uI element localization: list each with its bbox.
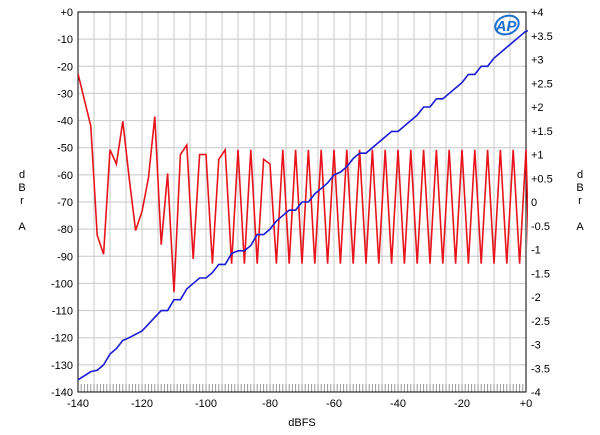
minor-ticks: [77, 384, 527, 392]
y-left-axis-label-letter: B: [18, 182, 25, 194]
y-left-tick-label: -60: [57, 170, 73, 182]
y-right-axis-label: dBr A: [576, 169, 584, 233]
y-right-tick-label: +1.5: [531, 126, 553, 138]
ap-logo-swoosh: [494, 14, 520, 36]
y-right-tick-label: +2.5: [531, 78, 553, 90]
y-right-tick-label: -1.5: [531, 268, 550, 280]
y-right-tick-label: -2: [531, 292, 541, 304]
x-tick-label: -80: [262, 398, 278, 410]
series-line-red: [78, 73, 528, 293]
y-right-axis-tick-labels: +4 +3.5 +3 +2.5 +2 +1.5 +1 +0.5 0 -0.5 -1 -1.5 -2 -2.…: [531, 7, 553, 399]
x-tick-label: +0: [520, 398, 533, 410]
x-tick-label: -60: [326, 398, 342, 410]
y-right-tick-label: -3.5: [531, 363, 550, 375]
y-left-axis-label: dBr A: [18, 169, 26, 233]
y-left-tick-label: -10: [57, 34, 73, 46]
y-right-tick-label: -4: [531, 387, 541, 399]
y-left-tick-label: -30: [57, 88, 73, 100]
x-axis-label: dBFS: [288, 417, 316, 429]
y-left-tick-label: -20: [57, 61, 73, 73]
y-left-tick-label: +0: [60, 7, 73, 19]
x-axis-tick-labels: -140 -120 -100 -80 -60 -40 -20 +0: [67, 398, 532, 410]
series-layer: [78, 30, 528, 381]
y-left-tick-label: -70: [57, 197, 73, 209]
y-left-tick-label: -100: [51, 278, 73, 290]
ap-logo: AP: [494, 14, 520, 36]
x-tick-label: -20: [454, 398, 470, 410]
y-right-tick-label: +1: [531, 150, 544, 162]
y-left-tick-label: -80: [57, 224, 73, 236]
x-tick-label: -140: [67, 398, 89, 410]
y-right-tick-label: +0.5: [531, 173, 553, 185]
y-right-tick-label: -2.5: [531, 316, 550, 328]
y-right-tick-label: +3.5: [531, 31, 553, 43]
x-tick-label: -120: [131, 398, 153, 410]
y-right-axis-label-letter: B: [576, 182, 583, 194]
y-left-axis-label-letter: r: [20, 195, 24, 207]
y-right-axis-label-letter: r: [578, 195, 582, 207]
y-right-tick-label: -0.5: [531, 221, 550, 233]
y-left-axis-label-letter: A: [18, 221, 26, 233]
y-right-axis-label-letter: A: [576, 221, 584, 233]
y-left-tick-label: -90: [57, 251, 73, 263]
y-right-tick-label: 0: [531, 197, 537, 209]
plot-border: [77, 11, 527, 393]
y-left-axis-tick-labels: +0 -10 -20 -30 -40 -50 -60 -70 -80 -90 -100 -110 -12…: [51, 7, 73, 399]
y-left-tick-label: -140: [51, 387, 73, 399]
x-tick-label: -100: [195, 398, 217, 410]
y-left-tick-label: -110: [52, 306, 73, 318]
y-right-tick-label: +3: [531, 55, 544, 67]
y-left-tick-label: -40: [57, 116, 73, 128]
x-tick-label: -40: [390, 398, 406, 410]
y-left-tick-label: -130: [51, 360, 73, 372]
y-right-axis-label-letter: d: [577, 169, 583, 181]
y-right-tick-label: -1: [531, 245, 541, 257]
y-right-tick-label: +2: [531, 102, 544, 114]
y-right-tick-label: +4: [531, 7, 544, 19]
y-left-tick-label: -50: [57, 143, 73, 155]
y-right-tick-label: -3: [531, 340, 541, 352]
y-left-tick-label: -120: [51, 333, 73, 345]
y-left-axis-label-letter: d: [19, 169, 25, 181]
series-line-blue: [78, 30, 528, 381]
ap-logo-text: AP: [495, 18, 518, 35]
